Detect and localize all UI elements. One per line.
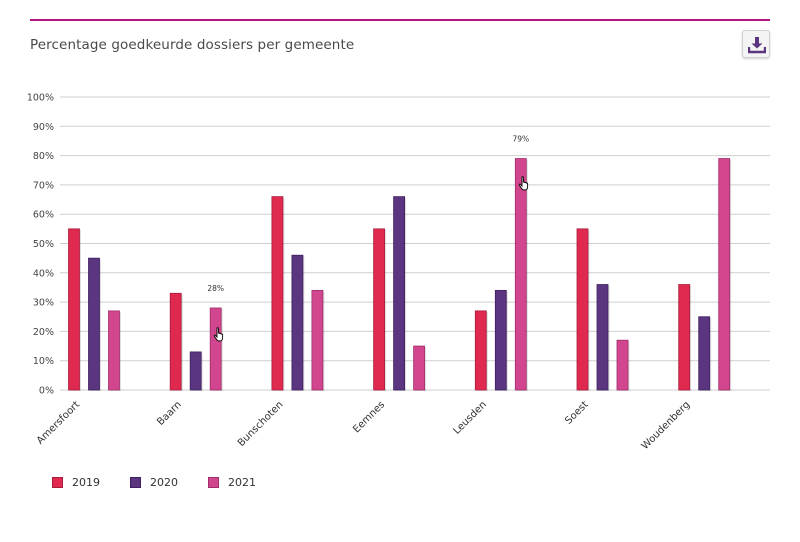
x-category-label: Amersfoort — [35, 399, 82, 446]
bar[interactable] — [576, 228, 589, 391]
header-rule — [30, 19, 770, 21]
x-category-label: Bunschoten — [236, 399, 286, 449]
bar[interactable] — [88, 257, 100, 391]
legend-label: 2021 — [228, 476, 256, 489]
bar[interactable] — [494, 289, 507, 391]
data-labels: 28% 79% — [207, 135, 529, 293]
bar[interactable] — [291, 254, 304, 391]
bar-bunschoten-2021[interactable] — [311, 289, 325, 391]
bar[interactable] — [68, 228, 80, 391]
data-label: 28% — [207, 284, 224, 293]
bar-amersfoort-2019[interactable] — [68, 228, 82, 391]
bar-eemnes-2019[interactable] — [373, 228, 387, 391]
bar-soest-2021[interactable] — [616, 339, 630, 391]
legend-item-2019[interactable]: 2019 — [52, 476, 100, 489]
hand-cursor-icon — [518, 176, 529, 191]
bar-woudenberg-2021[interactable] — [718, 158, 732, 391]
legend-label: 2020 — [150, 476, 178, 489]
y-tick-label: 70% — [33, 180, 54, 191]
bar[interactable] — [311, 289, 324, 391]
bar-bunschoten-2020[interactable] — [291, 254, 305, 391]
bar-amersfoort-2021[interactable] — [108, 310, 122, 391]
x-category-label: Eemnes — [351, 399, 387, 435]
bar[interactable] — [616, 339, 629, 391]
download-button[interactable] — [742, 30, 770, 58]
chart-title: Percentage goedkeurde dossiers per gemee… — [30, 37, 355, 53]
x-category-label: Soest — [563, 399, 590, 426]
y-tick-label: 50% — [33, 239, 54, 250]
y-tick-label: 80% — [33, 151, 54, 162]
bar-chart: 0% 10% 20% 30% 40% 50% 60% 70% 80% 90% 100% Amersf… — [27, 93, 770, 452]
bar[interactable] — [413, 345, 426, 391]
legend: 2019 2020 2021 — [52, 476, 286, 489]
bar-leusden-2021[interactable] — [514, 158, 528, 391]
y-tick-label: 40% — [33, 268, 54, 279]
x-category-label: Baarn — [155, 399, 184, 428]
y-tick-label: 10% — [33, 356, 54, 367]
bar-eemnes-2021[interactable] — [413, 345, 427, 391]
y-tick-label: 60% — [33, 210, 54, 221]
data-label: 79% — [512, 135, 529, 144]
bar-bunschoten-2019[interactable] — [271, 196, 285, 391]
y-tick-label: 0% — [39, 386, 54, 397]
bar[interactable] — [169, 292, 182, 391]
bar-baarn-2019[interactable] — [169, 292, 183, 391]
bar[interactable] — [108, 310, 120, 391]
bar-amersfoort-2020[interactable] — [88, 257, 102, 391]
bar-baarn-2020[interactable] — [189, 351, 203, 391]
legend-swatch — [130, 477, 141, 488]
bar[interactable] — [596, 284, 609, 391]
download-icon — [748, 37, 766, 54]
bar[interactable] — [698, 316, 711, 391]
y-tick-label: 90% — [33, 122, 54, 133]
legend-item-2021[interactable]: 2021 — [208, 476, 256, 489]
bar[interactable] — [189, 351, 202, 391]
x-category-label: Woudenberg — [640, 399, 693, 452]
bar-woudenberg-2019[interactable] — [678, 284, 692, 391]
bar[interactable] — [678, 284, 691, 391]
bar-soest-2020[interactable] — [596, 284, 610, 391]
bar-leusden-2020[interactable] — [494, 289, 508, 391]
bars — [68, 158, 732, 391]
y-tick-label: 20% — [33, 327, 54, 338]
y-tick-label: 30% — [33, 298, 54, 309]
bar-eemnes-2020[interactable] — [393, 196, 407, 391]
bar[interactable] — [209, 307, 222, 391]
x-category-label: Leusden — [451, 399, 488, 436]
x-axis-labels: Amersfoort Baarn Bunschoten Eemnes Leusden So… — [35, 399, 692, 452]
legend-swatch — [52, 477, 63, 488]
bar[interactable] — [373, 228, 386, 391]
legend-item-2020[interactable]: 2020 — [130, 476, 178, 489]
bar[interactable] — [271, 196, 284, 391]
bar[interactable] — [718, 158, 731, 391]
legend-label: 2019 — [72, 476, 100, 489]
bar[interactable] — [474, 310, 487, 391]
bar-woudenberg-2020[interactable] — [698, 316, 712, 391]
legend-swatch — [208, 477, 219, 488]
y-tick-label: 100% — [27, 93, 54, 104]
bar-soest-2019[interactable] — [576, 228, 590, 391]
bar[interactable] — [514, 158, 527, 391]
hand-cursor-icon — [213, 327, 224, 342]
bar-leusden-2019[interactable] — [474, 310, 488, 391]
y-axis-labels: 0% 10% 20% 30% 40% 50% 60% 70% 80% 90% 100% — [27, 93, 54, 397]
bar[interactable] — [393, 196, 406, 391]
bar-baarn-2021[interactable] — [209, 307, 223, 391]
